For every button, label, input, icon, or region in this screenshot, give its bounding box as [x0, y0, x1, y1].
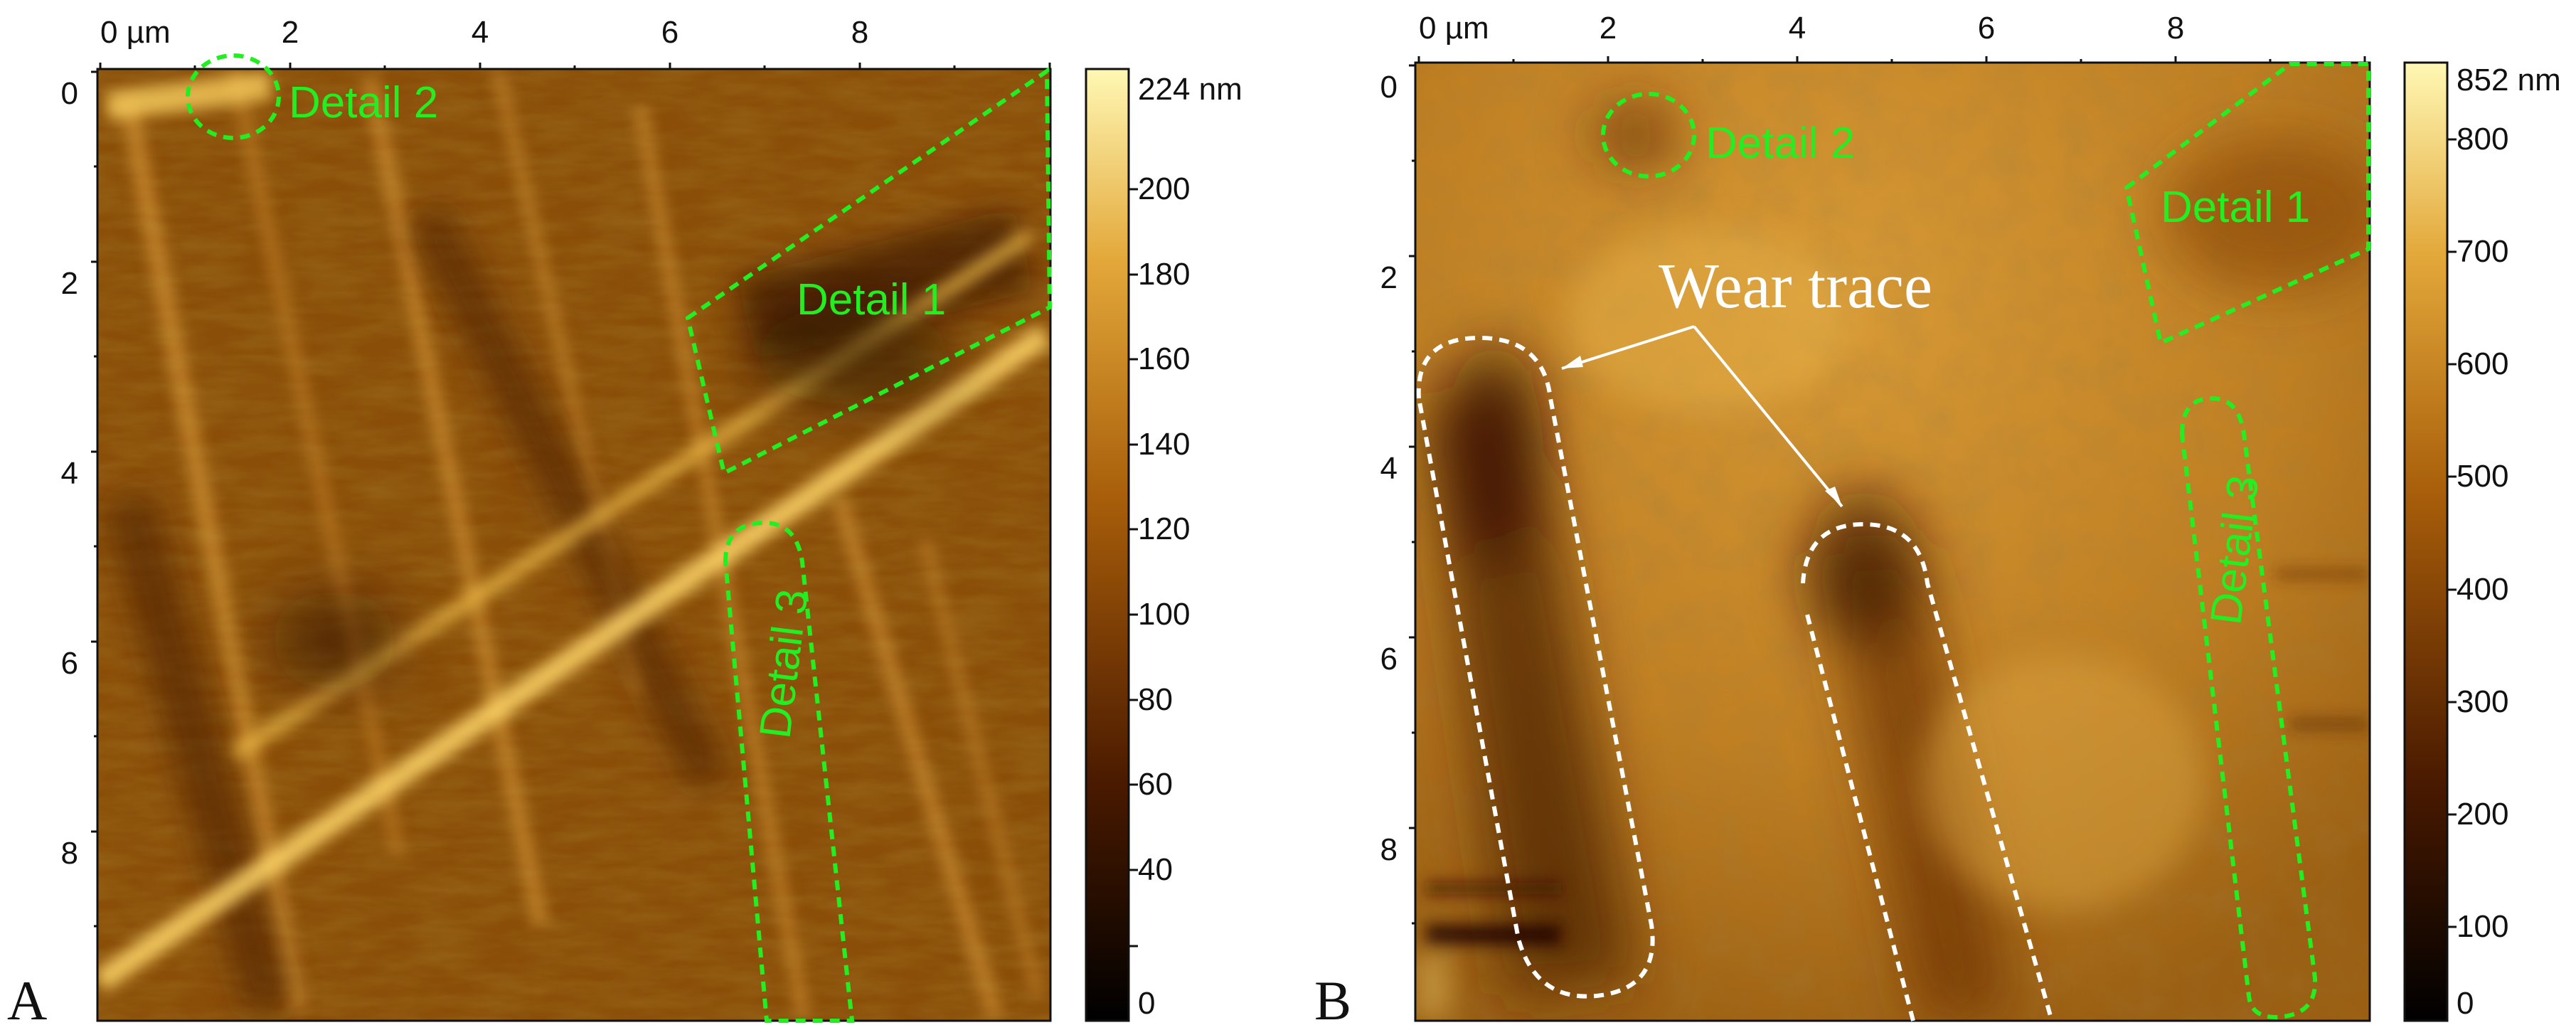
wear-trace-outline-right: [1801, 521, 2054, 1021]
colorbar-tick-label: 100: [2457, 909, 2508, 944]
colorbar-tick-label: 60: [1138, 767, 1173, 802]
y-tick-label: 2: [1380, 260, 1398, 295]
colorbar-gradient: [2403, 61, 2449, 1022]
colorbar-b: 852 nm 800 700 600 500 400 300 200 100 0: [2403, 61, 2561, 1022]
colorbar-tick-label: 200: [1138, 171, 1190, 206]
detail-1-label: Detail 1: [2161, 183, 2310, 232]
colorbar-tick-label: 180: [1138, 257, 1190, 292]
axes-a: 0 µm 2 4 6 8 0 2 4 6 8: [61, 15, 1051, 1021]
y-tick-label: 6: [1380, 642, 1398, 676]
wear-trace-arrow: [1693, 325, 1843, 508]
y-tick-label: 4: [61, 456, 78, 491]
y-tick-label: 6: [61, 646, 78, 681]
detail-2-label: Detail 2: [1705, 119, 1855, 168]
colorbar-tick-label: 600: [2457, 346, 2508, 381]
colorbar-max-label: 852 nm: [2457, 63, 2561, 97]
colorbar-tick-label: 100: [1138, 597, 1190, 632]
wear-trace-outline-left: [1416, 335, 1655, 999]
x-tick-label: 4: [1789, 11, 1806, 46]
x-tick-label: 6: [1978, 11, 1995, 46]
x-tick-label: 2: [1600, 11, 1617, 46]
x-tick-label: 0 µm: [1419, 11, 1489, 46]
colorbar-gradient: [1085, 68, 1130, 1022]
colorbar-tick-label: 500: [2457, 459, 2508, 494]
panel-a: 0 µm 2 4 6 8 0 2 4 6 8 Detail 2 Detail 1…: [7, 15, 1242, 1031]
colorbar-tick-label: 200: [2457, 797, 2508, 832]
panel-letter-b: B: [1314, 970, 1351, 1031]
detail-3-outline: [723, 520, 855, 1023]
y-tick-label: 0: [61, 76, 78, 111]
afm-image-b: [1415, 63, 2370, 1021]
colorbar-tick-label: 800: [2457, 122, 2508, 156]
detail-1-label: Detail 1: [797, 275, 946, 324]
detail-3-outline: [2179, 396, 2318, 1020]
x-tick-label: 6: [661, 15, 678, 50]
x-tick-label: 8: [851, 15, 868, 50]
x-tick-label: 8: [2167, 11, 2184, 46]
y-tick-label: 0: [1380, 70, 1398, 105]
colorbar-tick-label: 80: [1138, 682, 1173, 717]
detail-2-label: Detail 2: [289, 78, 438, 127]
afm-image-a: [97, 69, 1050, 1021]
colorbar-tick-label: 140: [1138, 427, 1190, 462]
y-tick-label: 8: [61, 836, 78, 871]
colorbar-tick-label: 0: [1138, 986, 1155, 1021]
detail-2-outline: [1601, 92, 1696, 179]
panel-letter-a: A: [7, 970, 47, 1031]
x-tick-label: 0 µm: [100, 15, 171, 50]
detail-1-outline: [685, 67, 1053, 477]
detail-1-outline: [2124, 62, 2370, 346]
colorbar-tick-label: 300: [2457, 684, 2508, 719]
y-tick-label: 8: [1380, 832, 1398, 867]
x-tick-label: 4: [472, 15, 489, 50]
detail-2-outline: [186, 53, 281, 140]
colorbar-tick-label: 400: [2457, 572, 2508, 607]
colorbar-tick-label: 700: [2457, 234, 2508, 269]
colorbar-tick-label: 0: [2457, 986, 2474, 1021]
arrow-head-icon: [1825, 487, 1842, 506]
wear-trace-arrow: [1561, 325, 1695, 370]
panel-b: 0 µm 2 4 6 8 0 2 4 6 8 Detail 2 Detail 1…: [1314, 11, 2561, 1031]
x-tick-label: 2: [282, 15, 299, 50]
axes-b: 0 µm 2 4 6 8 0 2 4 6 8: [1380, 11, 2370, 1021]
colorbar-max-label: 224 nm: [1138, 72, 1242, 107]
colorbar-tick-label: 160: [1138, 341, 1190, 376]
wear-trace-label: Wear trace: [1659, 251, 1932, 322]
y-tick-label: 4: [1380, 451, 1398, 486]
colorbar-a: 224 nm 200 180 160 140 120 100 80 60 40 …: [1085, 68, 1242, 1022]
y-tick-label: 2: [61, 266, 78, 301]
colorbar-tick-label: 120: [1138, 511, 1190, 546]
arrow-head-icon: [1562, 356, 1583, 368]
colorbar-tick-label: 40: [1138, 852, 1173, 887]
